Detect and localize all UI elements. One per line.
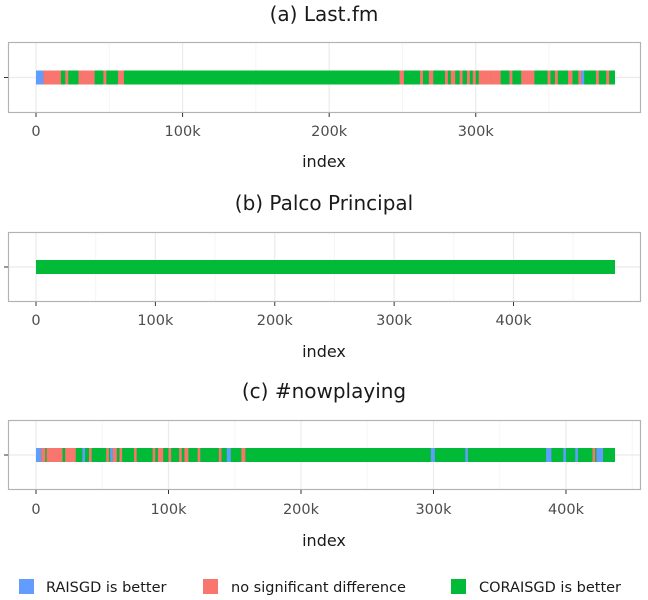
strip-segment (218, 448, 222, 462)
strip-segment (65, 448, 76, 462)
strip-segment (88, 448, 92, 462)
x-tick-label: 0 (31, 502, 40, 518)
strip-segment (568, 70, 573, 85)
panel-border (7, 41, 642, 114)
legend-label: no significant difference (231, 580, 406, 596)
strip-segment (444, 70, 448, 85)
x-tick-label: 300k (458, 124, 495, 140)
strip-segment (428, 70, 434, 85)
strip-segment (81, 70, 95, 85)
strip-base-segment (36, 260, 615, 274)
chart-panel-3: (c) #nowplaying 0 100k 200k 300k 400k index (4, 379, 642, 550)
panel-title: (b) Palco Principal (235, 191, 413, 215)
x-tick-label: 400k (548, 502, 585, 518)
strip-segment (491, 70, 501, 85)
strip-segment (36, 448, 42, 462)
legend-item: RAISGD is better (19, 579, 167, 596)
chart-panel-1: (a) Last.fm 0 100k 200k 300k index (4, 2, 642, 171)
legend-item: CORAISGD is better (451, 579, 621, 596)
strip-segment (36, 70, 44, 85)
x-tick-label: 0 (31, 124, 40, 140)
strip-segment (606, 70, 610, 85)
strip-segment (578, 70, 582, 85)
strip-segment (472, 70, 476, 85)
strip-segment (65, 70, 69, 85)
strip-segment (509, 70, 513, 85)
x-tick-label: 0 (31, 313, 40, 329)
strip-segment (420, 70, 423, 85)
strip-segment (110, 448, 113, 462)
legend-key (451, 579, 466, 594)
x-tick-label: 200k (311, 124, 348, 140)
strip-segment (112, 448, 117, 462)
strip-segment (226, 448, 231, 462)
strip-segment (466, 70, 470, 85)
strip-segment (521, 70, 535, 85)
strip-segment (168, 448, 172, 462)
strip-base-segment (36, 448, 615, 462)
strip-segment (465, 448, 468, 462)
strip-segment (41, 448, 46, 462)
strip-segment (46, 448, 63, 462)
chart-panel-2: (b) Palco Principal 0 100k 200k 300k 400k inde… (4, 191, 642, 361)
legend-label: CORAISGD is better (479, 580, 621, 596)
strip-segment (179, 448, 182, 462)
x-axis-title: index (302, 531, 346, 550)
strip-segment (575, 448, 578, 462)
x-axis-title: index (302, 152, 346, 171)
strip-segment (119, 448, 123, 462)
strip-segment (596, 448, 604, 462)
panel-border (7, 231, 642, 303)
x-tick-label: 200k (257, 313, 294, 329)
legend-label: RAISGD is better (46, 580, 167, 596)
strip-segment (459, 70, 463, 85)
legend-key (19, 579, 34, 594)
x-tick-label: 400k (495, 313, 532, 329)
legend-item: no significant difference (203, 579, 406, 596)
strip-segment (197, 448, 201, 462)
strip-segment (82, 448, 86, 462)
strip-segment (547, 70, 551, 85)
strip-segment (241, 448, 246, 462)
strip-segment (78, 70, 82, 85)
strip-segment (103, 70, 107, 85)
strip-segment (546, 448, 552, 462)
x-tick-label: 200k (283, 502, 320, 518)
strip-segment (118, 70, 124, 85)
legend-key (203, 579, 218, 594)
strip-segment (430, 448, 435, 462)
x-tick-label: 100k (137, 313, 174, 329)
strip-segment (399, 70, 404, 85)
strip-segment (450, 70, 456, 85)
x-tick-label: 300k (376, 313, 413, 329)
strip-segment (184, 448, 189, 462)
x-axis-title: index (302, 342, 346, 361)
strip-segment (554, 70, 558, 85)
panel-title: (a) Last.fm (270, 2, 379, 26)
strip-segment (478, 70, 492, 85)
x-tick-label: 300k (415, 502, 452, 518)
strip-base-segment (36, 70, 615, 85)
x-tick-label: 100k (150, 502, 187, 518)
x-tick-label: 100k (165, 124, 202, 140)
strip-segment (106, 448, 109, 462)
strip-segment (43, 70, 61, 85)
strip-segment (134, 448, 137, 462)
panel-title: (c) #nowplaying (242, 379, 406, 403)
legend: RAISGD is better no significant differenc… (19, 579, 621, 596)
panel-border (7, 419, 642, 491)
strip-segment (157, 448, 164, 462)
strip-segment (592, 448, 596, 462)
strip-segment (595, 70, 599, 85)
strip-segment (581, 70, 585, 85)
strip-segment (152, 448, 156, 462)
strip-segment (563, 448, 566, 462)
